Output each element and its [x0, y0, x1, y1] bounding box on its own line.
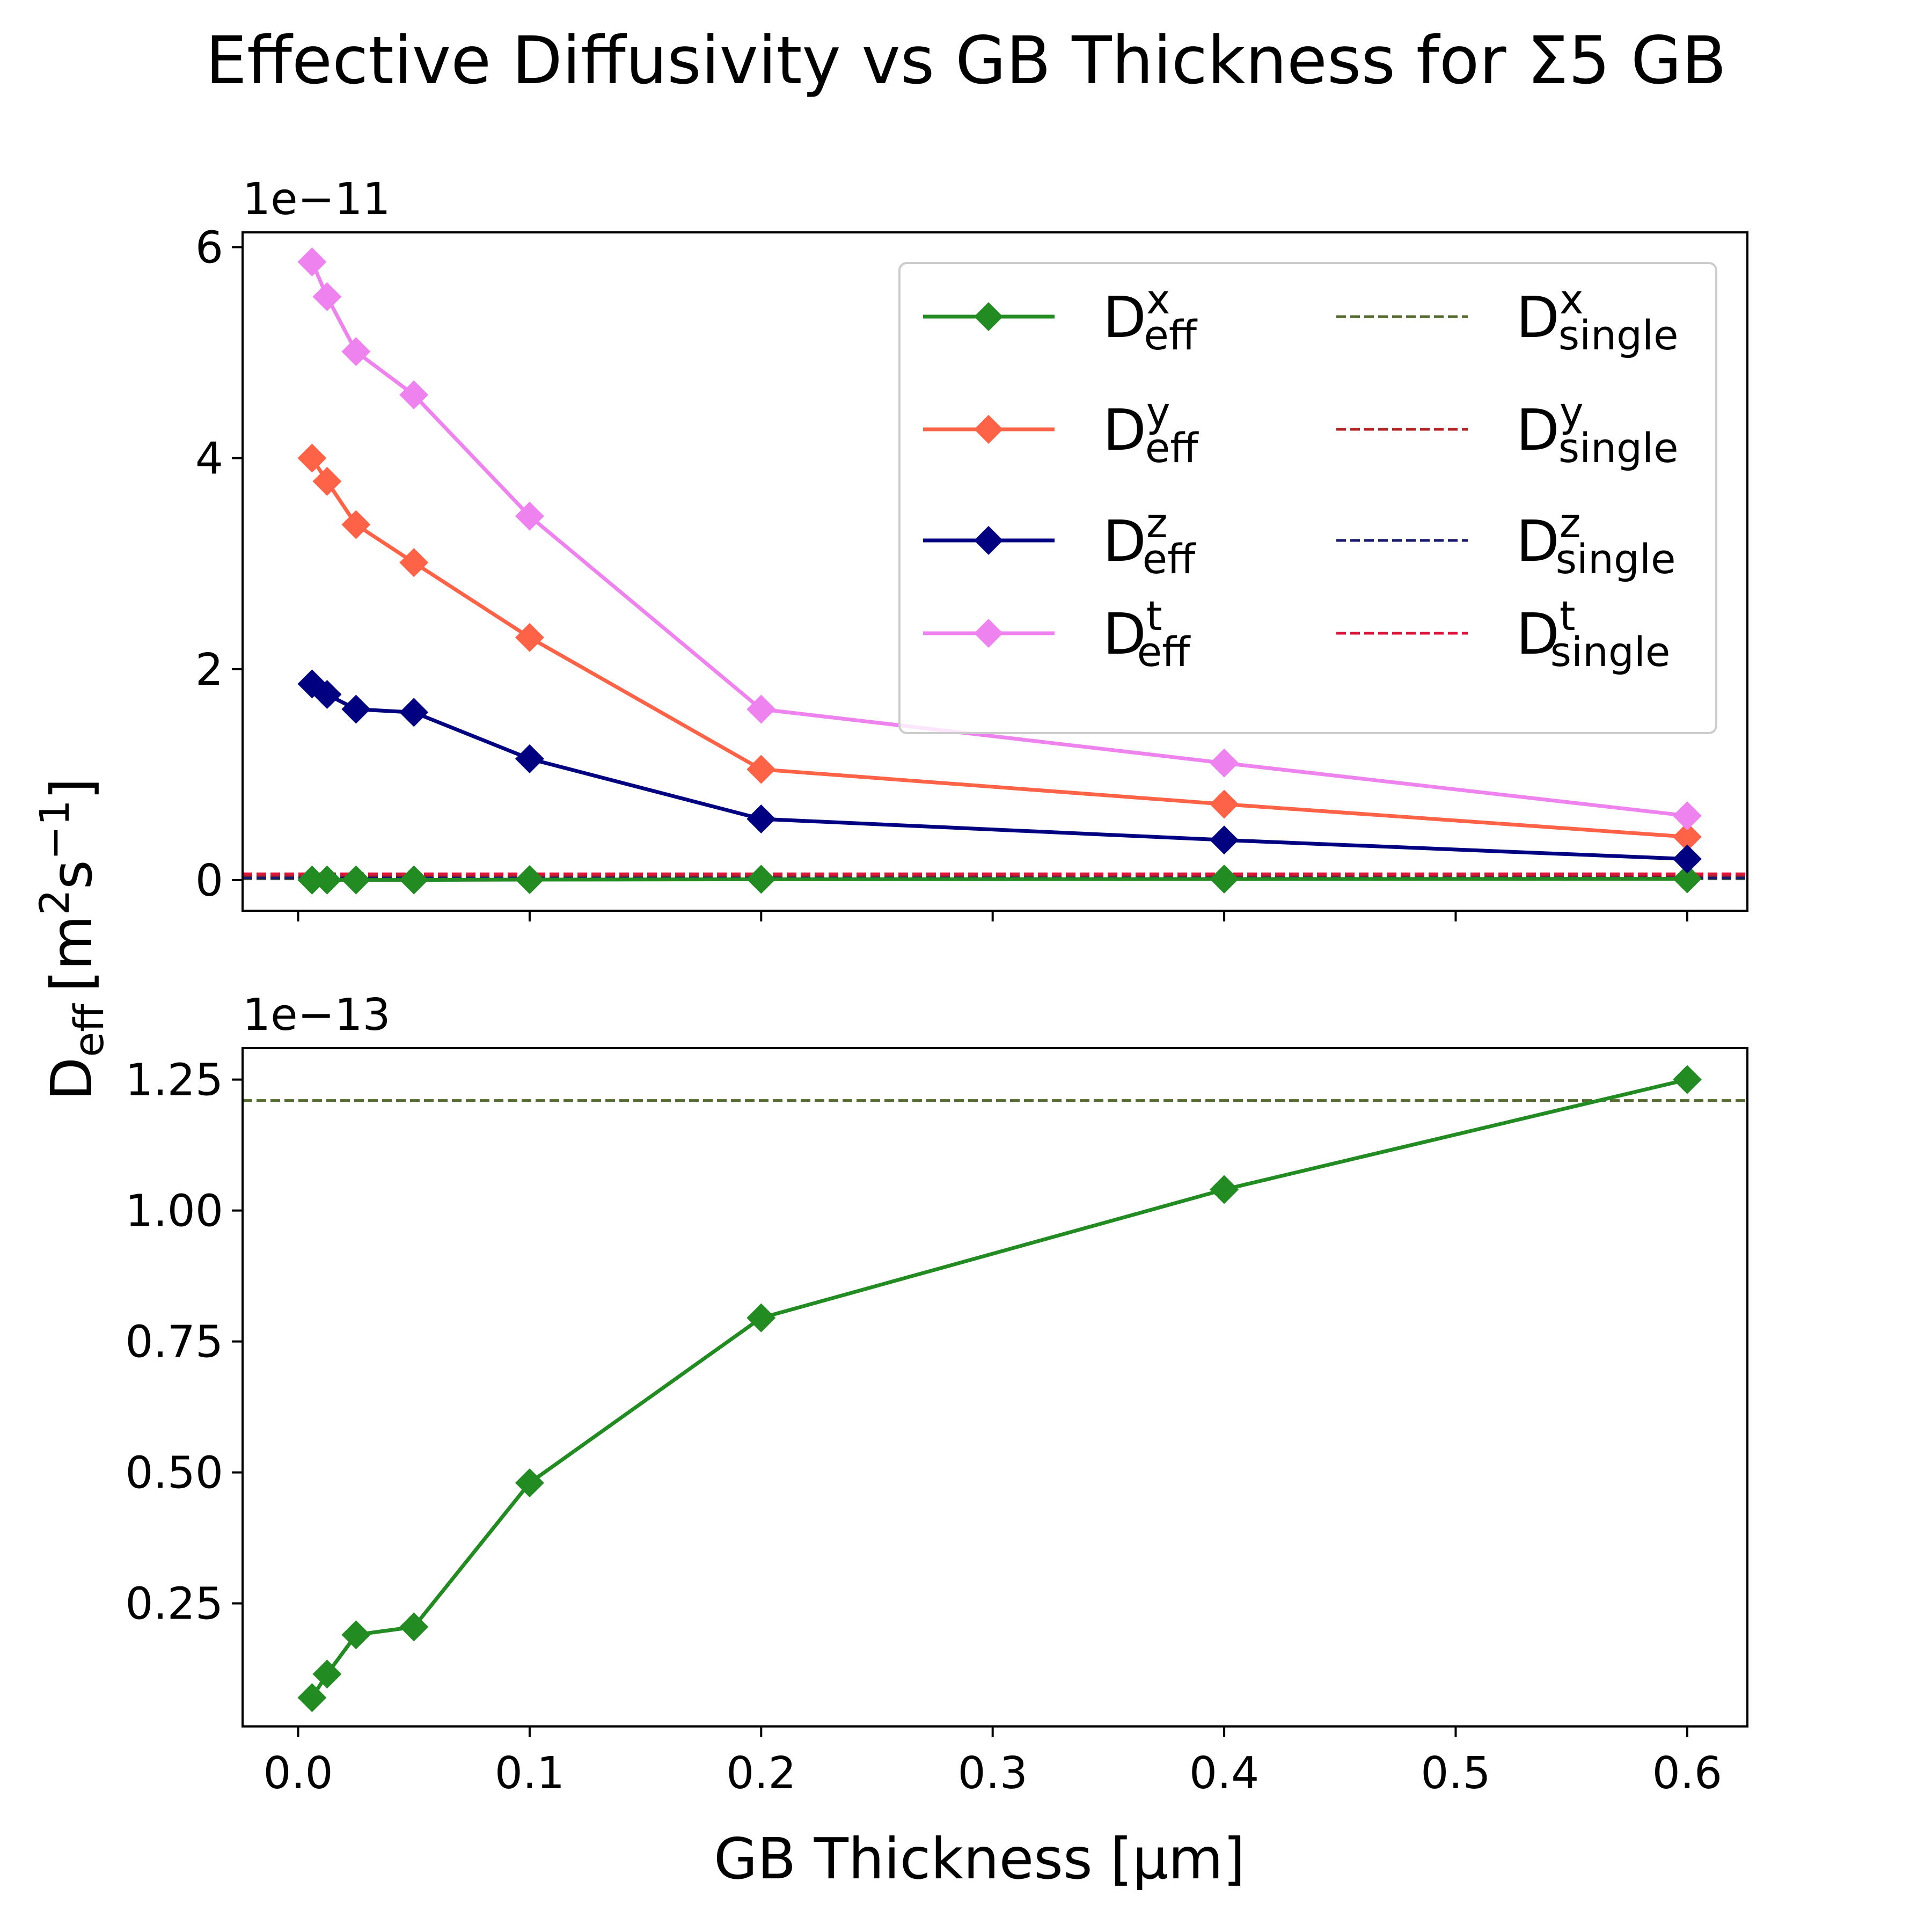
data-point-2-3	[399, 698, 429, 727]
data-point-0-2	[341, 1620, 371, 1650]
x-tick-label-1: 0.1	[495, 1748, 565, 1799]
bottom-panel: 0.0 0.1 0.2 0.3 0.4 0.5 0.6 0.25 0.50 0.75 1.00 1.2…	[125, 990, 1748, 1799]
y-axis-label-unit-b: 2	[31, 889, 78, 915]
data-point-0-6	[1210, 1175, 1239, 1204]
data-point-0-4	[515, 1468, 544, 1498]
y-tick-label-1: 2	[195, 645, 223, 696]
y-tick-label-1: 0.50	[125, 1448, 223, 1499]
data-point-3-5	[747, 694, 776, 724]
data-point-3-4	[515, 501, 544, 531]
x-tick-label-2: 0.2	[726, 1748, 796, 1799]
data-point-3-2	[341, 337, 371, 367]
legend-label-single-2: Dz single	[1516, 500, 1675, 583]
data-point-0-2	[341, 865, 371, 895]
data-point-1-7	[1672, 822, 1702, 852]
legend-label-eff-1: Dy eff	[1103, 389, 1199, 472]
data-point-0-0	[297, 865, 327, 895]
x-axis-label: GB Thickness [μm]	[714, 1826, 1245, 1892]
y-tick-label-3: 1.00	[125, 1186, 223, 1237]
svg-text:Deff[m2s−1]: Deff [m2s−1]	[31, 778, 113, 1100]
data-point-3-6	[1210, 748, 1239, 778]
legend: Dx eff Dy eff Dz eff Dt eff Dx single Dy single Dz si…	[898, 262, 1717, 734]
top-panel: 0 2 4 6 1e−11 Dx eff Dy eff Dz eff Dt eff Dx single Dy s…	[195, 174, 1748, 921]
data-point-0-6	[1210, 864, 1239, 894]
legend-marker-0	[974, 302, 1003, 331]
data-point-2-7	[1672, 844, 1702, 874]
data-point-3-7	[1672, 801, 1702, 831]
data-point-3-3	[399, 380, 429, 409]
data-point-1-6	[1210, 789, 1239, 819]
data-point-1-5	[747, 755, 776, 784]
data-point-1-1	[312, 466, 342, 496]
legend-label-single-1: Dy single	[1516, 389, 1679, 472]
legend-marker-2	[974, 526, 1003, 555]
y-axis-label-sub: eff	[65, 1003, 113, 1057]
data-point-0-4	[515, 865, 544, 895]
data-point-0-1	[312, 865, 342, 895]
legend-label-eff-3: Dt eff	[1103, 592, 1191, 676]
x-tick-label-3: 0.3	[957, 1748, 1027, 1799]
y-tick-label-4: 1.25	[125, 1055, 223, 1106]
data-point-2-2	[341, 694, 371, 724]
legend-label-eff-0: Dx eff	[1103, 276, 1198, 359]
y-axis-label-unit-e: ]	[39, 778, 105, 800]
axes-frame	[241, 231, 1748, 912]
y-axis-label-unit-a: [m	[39, 915, 105, 992]
series-line-0	[310, 1078, 1688, 1699]
y-tick-label-0: 0	[195, 855, 223, 906]
x-tick-label-0: 0.0	[263, 1748, 333, 1799]
data-point-0-0	[297, 1683, 327, 1713]
data-point-0-5	[747, 1303, 776, 1333]
data-point-2-4	[515, 744, 544, 773]
y-axis-label-unit-d: −1	[31, 800, 78, 860]
data-point-0-7	[1672, 864, 1702, 894]
legend-label-single-3: Dt single	[1516, 592, 1670, 676]
data-point-1-2	[341, 510, 371, 539]
axes-frame	[241, 1047, 1748, 1728]
data-point-1-0	[297, 443, 327, 473]
y-axis-label-unit-c: s	[39, 860, 105, 889]
data-point-2-1	[312, 680, 342, 709]
data-point-0-3	[399, 1612, 429, 1642]
offset-text: 1e−11	[243, 174, 391, 225]
data-point-1-3	[399, 548, 429, 577]
y-tick-label-3: 6	[195, 223, 223, 274]
legend-label-single-0: Dx single	[1516, 276, 1679, 359]
y-tick-label-2: 0.75	[125, 1317, 223, 1368]
data-point-3-0	[297, 247, 327, 277]
data-point-0-7	[1672, 1065, 1702, 1094]
y-axis-label-main: D	[39, 1057, 105, 1101]
y-axis-label: Deff [m2s−1]	[31, 778, 113, 1100]
x-tick-label-4: 0.4	[1189, 1748, 1259, 1799]
data-point-1-4	[515, 623, 544, 652]
legend-frame	[898, 262, 1717, 734]
legend-label-eff-2: Dz eff	[1103, 500, 1196, 583]
x-tick-label-5: 0.5	[1421, 1748, 1490, 1799]
y-tick-label-2: 4	[195, 434, 223, 485]
x-tick-label-6: 0.6	[1652, 1748, 1722, 1799]
data-point-0-3	[399, 865, 429, 895]
data-point-2-6	[1210, 825, 1239, 855]
y-tick-label-0: 0.25	[125, 1579, 223, 1630]
figure-title: Effective Diffusivity vs GB Thickness fo…	[206, 23, 1726, 99]
legend-marker-3	[974, 619, 1003, 648]
data-point-3-1	[312, 282, 342, 311]
offset-text: 1e−13	[243, 990, 391, 1041]
data-point-0-5	[747, 865, 776, 894]
data-point-2-5	[747, 804, 776, 833]
legend-marker-1	[974, 415, 1003, 444]
data-point-0-1	[312, 1659, 342, 1689]
